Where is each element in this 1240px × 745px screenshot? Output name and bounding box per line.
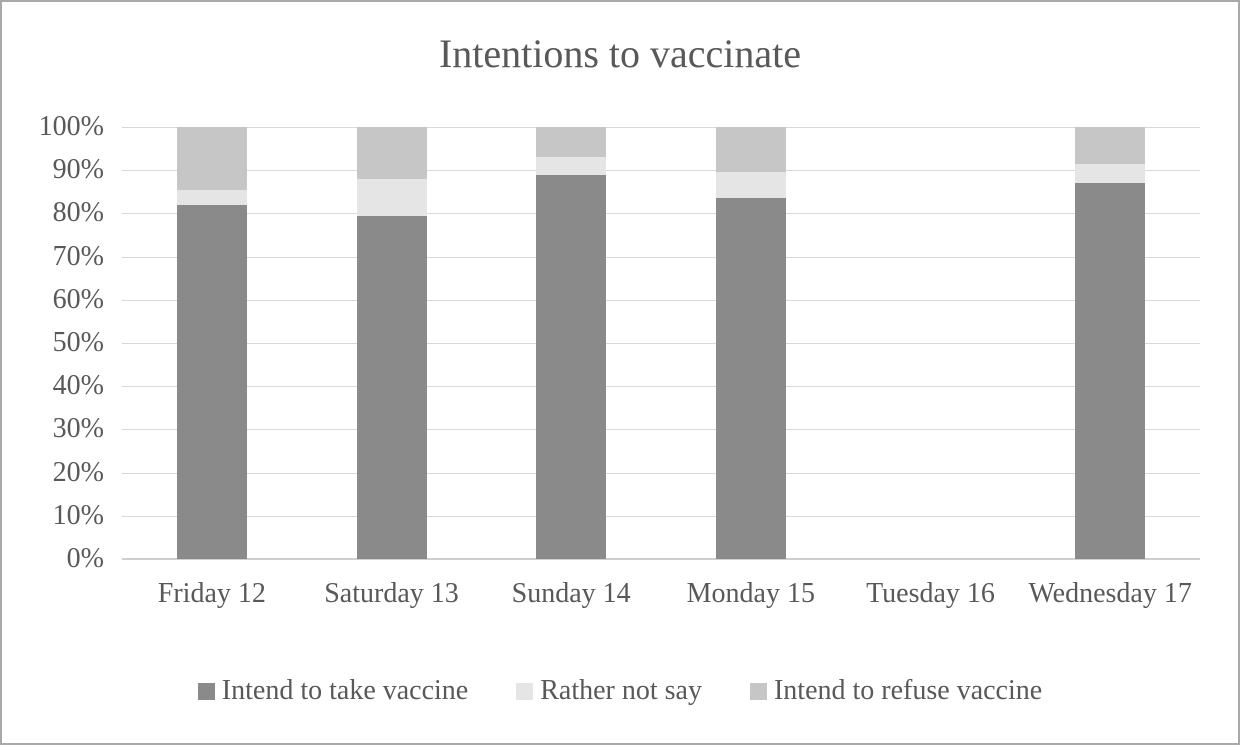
y-axis-tick-label: 70% [52,240,104,272]
y-axis-tick-label: 0% [66,543,104,574]
gridline [122,256,1200,258]
bar-segment-2 [1075,127,1146,164]
bar-segment-0 [176,204,247,559]
bar-segment-0 [536,174,607,559]
bar-segment-2 [715,127,786,173]
plot-area [122,127,1200,560]
y-axis-tick-label: 80% [52,197,104,229]
y-axis-tick-label: 100% [38,111,104,142]
x-axis-category-label: Tuesday 16 [866,578,995,609]
x-axis-category-label: Friday 12 [157,578,266,609]
x-axis-category-label: Monday 15 [686,578,815,609]
gridline [122,472,1200,474]
gridline [122,429,1200,431]
x-axis-category-label: Sunday 14 [511,578,631,609]
y-axis-tick-label: 60% [52,283,104,315]
gridline [122,127,1200,128]
legend-swatch [749,682,767,700]
legend-swatch [197,682,215,700]
legend-item-label: Intend to refuse vaccine [773,675,1043,706]
x-axis-category-label: Saturday 13 [324,578,459,609]
legend-item: Intend to refuse vaccine [749,675,1043,706]
bar-segment-0 [1075,183,1146,559]
bar-segment-1 [1075,163,1146,184]
legend-item-label: Rather not say [540,675,702,706]
legend: Intend to take vaccine Rather not say Inte… [2,676,1238,706]
bar-segment-1 [176,189,247,205]
bar-segment-0 [715,198,786,559]
gridline [122,515,1200,517]
y-axis-tick-label: 40% [52,370,104,402]
bar-segment-2 [176,127,247,190]
legend-item: Intend to take vaccine [197,675,469,706]
gridline [122,213,1200,215]
x-axis-category-label: Wednesday 17 [1028,578,1192,609]
y-axis-tick-label: 90% [52,154,104,186]
bar-segment-1 [356,178,427,216]
legend-item: Rather not say [516,676,702,706]
bar-segment-1 [536,157,607,175]
y-axis-tick-label: 10% [52,499,104,531]
y-axis-tick-label: 20% [52,456,104,488]
bar-segment-1 [715,172,786,199]
gridline [122,386,1200,388]
chart-title: Intentions to vaccinate [438,31,802,76]
bar-segment-2 [536,127,607,158]
y-axis-tick-label: 50% [52,327,104,358]
legend-swatch [516,682,534,700]
bar-segment-0 [356,215,427,559]
gridline [122,343,1200,344]
gridline [122,299,1200,301]
bar-segment-2 [356,127,427,179]
legend-item-label: Intend to take vaccine [221,675,469,706]
gridline [122,558,1200,560]
gridline [122,170,1200,172]
y-axis-tick-label: 30% [52,413,104,445]
